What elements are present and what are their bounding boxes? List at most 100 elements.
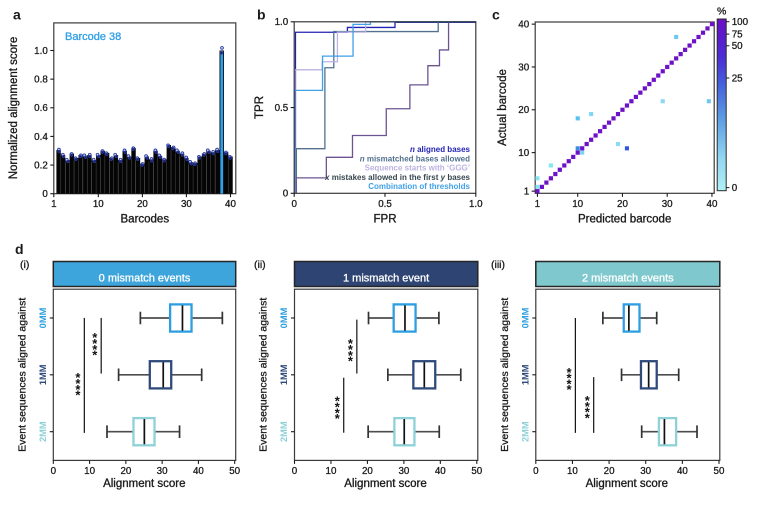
svg-text:0: 0: [42, 189, 48, 200]
svg-text:*: *: [335, 405, 341, 420]
svg-text:0.5: 0.5: [275, 103, 289, 114]
svg-text:25: 25: [732, 73, 743, 84]
svg-text:0.2: 0.2: [34, 161, 48, 172]
svg-text:1: 1: [535, 199, 540, 210]
svg-text:40: 40: [225, 199, 236, 210]
svg-text:2MM: 2MM: [38, 421, 48, 442]
svg-text:40: 40: [518, 20, 529, 31]
svg-text:20: 20: [362, 466, 373, 477]
svg-text:Sequence starts with ‘GGG’: Sequence starts with ‘GGG’: [365, 164, 470, 173]
svg-text:1.0: 1.0: [34, 46, 48, 57]
svg-text:*: *: [75, 382, 81, 397]
svg-text:1MM: 1MM: [520, 364, 530, 385]
svg-text:10: 10: [93, 199, 104, 210]
svg-text:0.6: 0.6: [34, 103, 48, 114]
svg-text:1.0: 1.0: [275, 17, 289, 28]
svg-text:40: 40: [677, 466, 688, 477]
svg-text:2 mismatch events: 2 mismatch events: [582, 272, 674, 284]
svg-text:1: 1: [524, 187, 529, 198]
svg-text:*: *: [566, 365, 572, 380]
svg-text:40: 40: [193, 466, 204, 477]
svg-text:75: 75: [732, 30, 743, 41]
svg-text:100: 100: [732, 17, 749, 28]
svg-text:Combination of thresholds: Combination of thresholds: [368, 182, 470, 191]
svg-text:50: 50: [714, 466, 725, 477]
svg-text:10: 10: [518, 148, 529, 159]
svg-text:0: 0: [291, 199, 297, 210]
svg-text:2MM: 2MM: [520, 421, 530, 442]
svg-text:20: 20: [617, 199, 628, 210]
svg-text:50: 50: [732, 41, 743, 52]
svg-text:*: *: [75, 388, 81, 403]
svg-text:Event sequences aligned agains: Event sequences aligned against: [258, 298, 270, 452]
svg-text:*: *: [335, 400, 341, 415]
svg-text:Alignment score: Alignment score: [586, 478, 668, 490]
svg-text:0.8: 0.8: [34, 75, 48, 86]
svg-text:b: b: [257, 7, 266, 23]
svg-text:Barcodes: Barcodes: [121, 214, 170, 226]
svg-text:1: 1: [51, 199, 56, 210]
svg-text:0MM: 0MM: [279, 307, 289, 328]
svg-text:10: 10: [84, 466, 95, 477]
svg-text:40: 40: [435, 466, 446, 477]
svg-text:Event sequences aligned agains: Event sequences aligned against: [17, 298, 29, 452]
svg-text:0: 0: [292, 466, 298, 477]
svg-text:0: 0: [732, 183, 738, 194]
svg-text:Actual barcode: Actual barcode: [497, 69, 509, 146]
svg-text:*: *: [585, 393, 591, 408]
svg-text:10: 10: [572, 199, 583, 210]
svg-text:0MM: 0MM: [38, 307, 48, 328]
svg-text:2MM: 2MM: [279, 421, 289, 442]
svg-text:n mismatched bases allowed: n mismatched bases allowed: [360, 154, 470, 163]
svg-text:*: *: [348, 354, 354, 369]
svg-text:*: *: [75, 376, 81, 391]
svg-text:*: *: [348, 342, 354, 357]
svg-text:0.4: 0.4: [34, 132, 48, 143]
svg-text:*: *: [92, 336, 98, 351]
svg-text:Predicted barcode: Predicted barcode: [578, 214, 671, 226]
svg-text:Barcode 38: Barcode 38: [65, 31, 121, 43]
svg-text:10: 10: [326, 466, 337, 477]
svg-text:0: 0: [533, 466, 539, 477]
svg-text:30: 30: [518, 62, 529, 73]
svg-text:*: *: [566, 371, 572, 386]
svg-text:30: 30: [157, 466, 168, 477]
svg-text:%: %: [717, 6, 726, 18]
svg-text:*: *: [335, 411, 341, 426]
svg-text:50: 50: [471, 466, 482, 477]
svg-text:*: *: [566, 382, 572, 397]
svg-text:*: *: [348, 336, 354, 351]
svg-text:c: c: [492, 7, 500, 23]
svg-text:1MM: 1MM: [38, 364, 48, 385]
svg-text:n aligned bases: n aligned bases: [410, 145, 471, 154]
svg-text:20: 20: [518, 105, 529, 116]
svg-text:0: 0: [283, 189, 289, 200]
svg-text:*: *: [585, 399, 591, 414]
svg-text:20: 20: [120, 466, 131, 477]
svg-text:Event sequences aligned agains: Event sequences aligned against: [499, 298, 511, 452]
svg-text:a: a: [13, 7, 21, 23]
svg-text:*: *: [566, 376, 572, 391]
svg-text:1 mismatch event: 1 mismatch event: [343, 272, 429, 284]
svg-text:30: 30: [181, 199, 192, 210]
svg-text:0MM: 0MM: [520, 307, 530, 328]
svg-text:1MM: 1MM: [279, 364, 289, 385]
svg-text:Normalized alignment score: Normalized alignment score: [8, 37, 20, 180]
svg-text:Alignment score: Alignment score: [103, 478, 185, 490]
svg-text:20: 20: [604, 466, 615, 477]
svg-text:10: 10: [567, 466, 578, 477]
svg-text:0: 0: [51, 466, 57, 477]
svg-text:20: 20: [137, 199, 148, 210]
svg-text:30: 30: [640, 466, 651, 477]
svg-text:(i): (i): [20, 259, 29, 271]
svg-text:Alignment score: Alignment score: [344, 478, 426, 490]
svg-text:*: *: [348, 348, 354, 363]
svg-text:d: d: [15, 241, 24, 257]
svg-text:FPR: FPR: [374, 214, 397, 226]
svg-text:30: 30: [398, 466, 409, 477]
svg-text:x mistakes allowed in the firs: x mistakes allowed in the first y bases: [324, 173, 471, 182]
svg-text:*: *: [335, 394, 341, 409]
svg-text:(iii): (iii): [491, 259, 505, 271]
svg-text:0 mismatch events: 0 mismatch events: [99, 272, 191, 284]
svg-text:40: 40: [707, 199, 718, 210]
